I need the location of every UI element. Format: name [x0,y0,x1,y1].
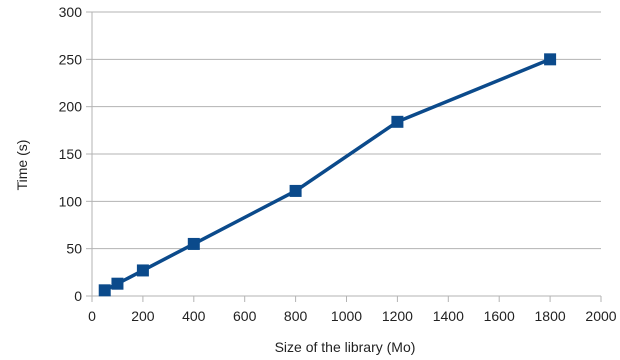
data-point-marker [111,277,124,290]
x-tick-label: 800 [284,308,308,324]
x-tick-label: 1000 [331,308,362,324]
data-point-marker [187,237,200,250]
y-tick-label: 300 [59,4,83,20]
x-tick-label: 2000 [585,308,616,324]
y-tick-label: 50 [66,241,82,257]
x-axis-ticks: 0 200 400 600 800 1000 1200 1400 1600 1800 2000 [88,296,617,324]
y-tick-label: 150 [59,146,83,162]
y-tick-label: 100 [59,193,83,209]
y-tick-label: 250 [59,51,83,67]
x-tick-label: 400 [182,308,206,324]
data-point-marker [136,264,149,277]
y-tick-label: 200 [59,99,83,115]
x-tick-label: 1400 [433,308,464,324]
y-tick-label: 0 [74,288,82,304]
x-axis-label: Size of the library (Mo) [275,339,416,355]
x-tick-label: 1800 [535,308,566,324]
data-point-marker [98,284,111,297]
x-tick-label: 1200 [382,308,413,324]
y-axis-ticks: 0 50 100 150 200 250 300 [59,4,92,304]
grid-lines [92,11,601,297]
y-axis-label: Time (s) [14,140,30,191]
x-tick-label: 1600 [484,308,515,324]
data-series [98,53,557,297]
data-point-marker [391,115,404,128]
x-tick-label: 0 [88,308,96,324]
data-point-marker [544,53,557,66]
data-point-marker [289,184,302,197]
x-tick-label: 200 [131,308,155,324]
x-tick-label: 600 [233,308,257,324]
